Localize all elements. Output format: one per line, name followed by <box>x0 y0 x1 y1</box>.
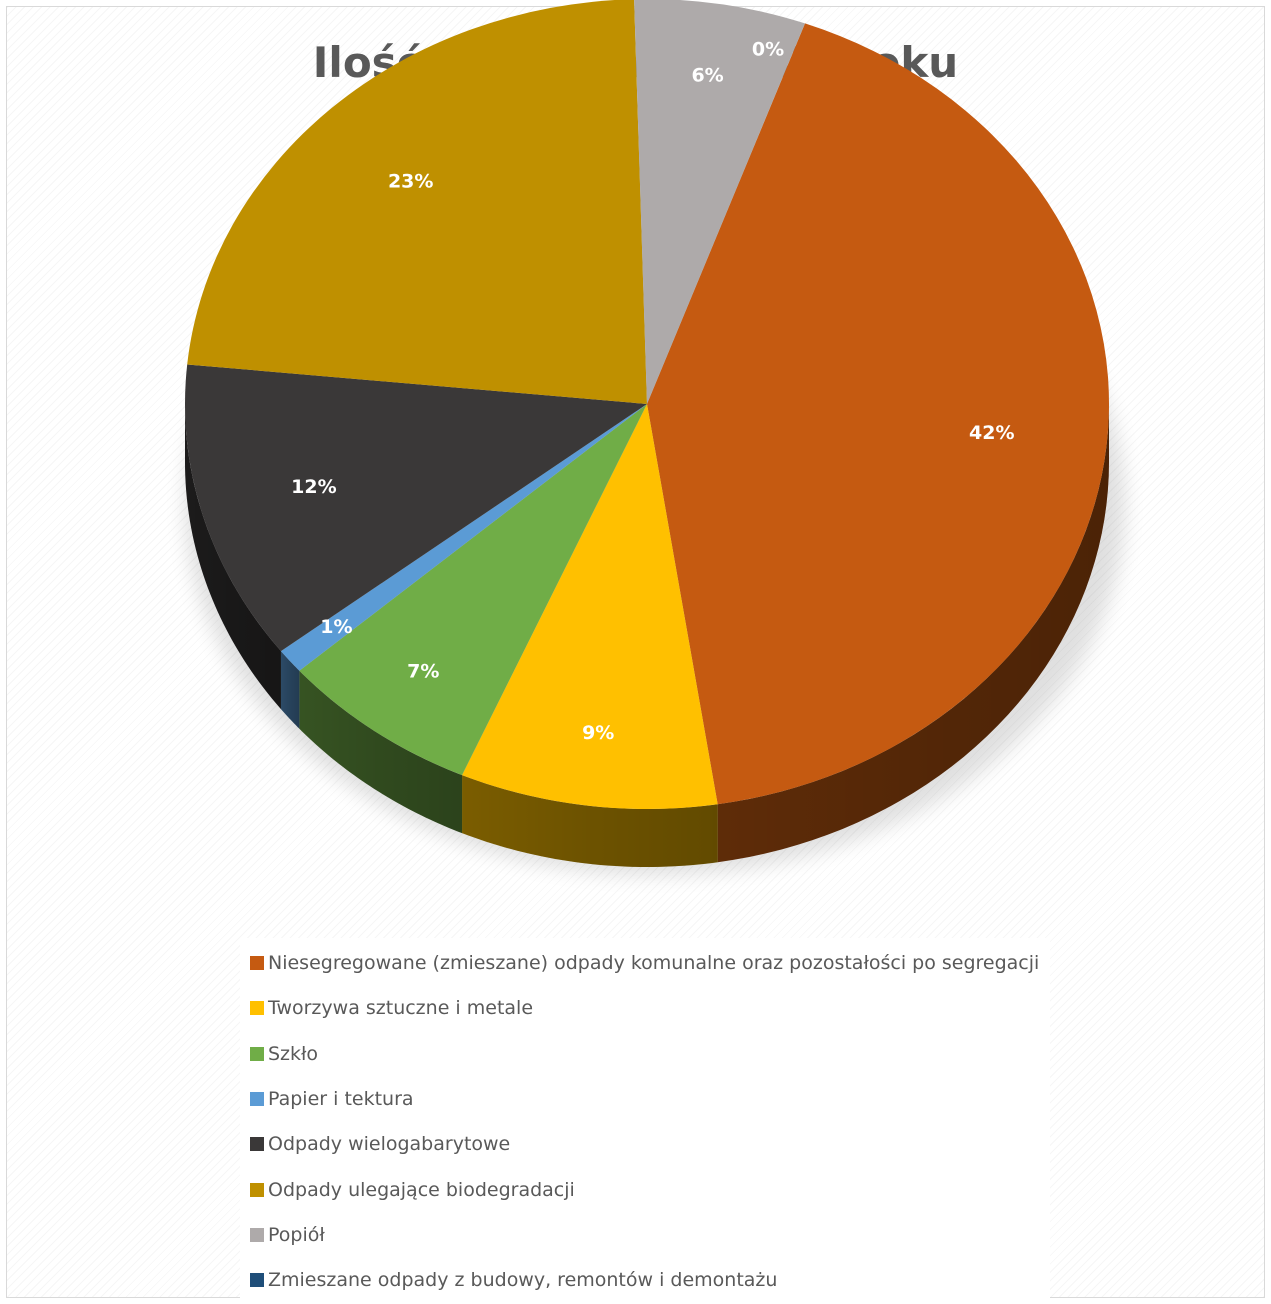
legend-item-zmieszane-odpady-z-budowy-remontow-i-dem[interactable]: Zmieszane odpady z budowy, remontów i de… <box>250 1265 777 1295</box>
data-label-papier-i-tektura: 1% <box>320 616 352 638</box>
legend-item-niesegregowane-zmieszane-odpady-komunaln[interactable]: Niesegregowane (zmieszane) odpady komuna… <box>250 948 1039 978</box>
legend-item-papier-i-tektura[interactable]: Papier i tektura <box>250 1084 414 1114</box>
pie-side-shade-tworzywa-sztuczne-i-metale <box>462 775 718 867</box>
legend-label: Odpady wielogabarytowe <box>268 1133 511 1156</box>
pie-side-shade-papier-i-tektura <box>280 651 300 729</box>
pie-side-shade-odpady-wielogabarytowe <box>185 404 281 710</box>
legend-label: Odpady ulegające biodegradacji <box>268 1178 575 1201</box>
pie-side-shade-niesegregowane-zmieszane-odpady-komunaln <box>717 404 1109 863</box>
legend-swatch <box>250 1227 264 1242</box>
legend-item-tworzywa-sztuczne-i-metale[interactable]: Tworzywa sztuczne i metale <box>250 993 533 1023</box>
legend-label: Popiół <box>268 1223 325 1246</box>
data-label-odpady-wielogabarytowe: 12% <box>291 476 336 498</box>
data-label-odpady-ulegajace-biodegradacji: 23% <box>388 170 433 192</box>
pie-slice-niesegregowane-zmieszane-odpady-komunaln[interactable] <box>647 23 1110 805</box>
data-label-szklo: 7% <box>407 661 439 683</box>
pie-side-shade-szklo <box>299 670 463 834</box>
legend-label: Niesegregowane (zmieszane) odpady komuna… <box>268 952 1040 974</box>
legend-item-odpady-ulegajace-biodegradacji[interactable]: Odpady ulegające biodegradacji <box>250 1175 575 1205</box>
legend-swatch <box>250 956 264 970</box>
legend-label: Szkło <box>268 1042 319 1065</box>
legend-swatch <box>250 1273 264 1288</box>
legend-item-popiol[interactable]: Popiół <box>250 1220 325 1250</box>
legend-swatch <box>250 1046 264 1061</box>
pie-slice-tworzywa-sztuczne-i-metale[interactable] <box>462 404 718 809</box>
legend-item-odpady-wielogabarytowe[interactable]: Odpady wielogabarytowe <box>250 1129 510 1159</box>
legend-swatch <box>250 1001 264 1016</box>
pie-slice-papier-i-tektura[interactable] <box>280 404 647 671</box>
pie-slice-odpady-ulegajace-biodegradacji[interactable] <box>187 0 647 404</box>
legend-label: Zmieszane odpady z budowy, remontów i de… <box>268 1269 778 1292</box>
legend-swatch <box>250 1182 264 1197</box>
pie-slice-popiol[interactable] <box>634 0 806 404</box>
data-label-tworzywa-sztuczne-i-metale: 9% <box>582 722 614 744</box>
legend-label: Tworzywa sztuczne i metale <box>268 997 534 1020</box>
legend: Niesegregowane (zmieszane) odpady komuna… <box>240 938 1050 1304</box>
legend-swatch <box>250 1091 264 1106</box>
legend-item-szklo[interactable]: Szkło <box>250 1039 318 1069</box>
pie-slice-szklo[interactable] <box>299 404 647 776</box>
data-label-zmieszane-odpady-z-budowy-remontow-i-dem: 0% <box>752 39 784 61</box>
legend-swatch <box>250 1137 264 1152</box>
pie-chart: 42% 9% 7% 1% 12% 23% 6% 0% <box>184 0 1125 875</box>
data-label-popiol: 6% <box>691 65 723 87</box>
pie-slice-odpady-wielogabarytowe[interactable] <box>184 364 647 652</box>
data-label-niesegregowane-zmieszane-odpady-komunaln: 42% <box>969 422 1014 444</box>
legend-label: Papier i tektura <box>268 1087 414 1110</box>
